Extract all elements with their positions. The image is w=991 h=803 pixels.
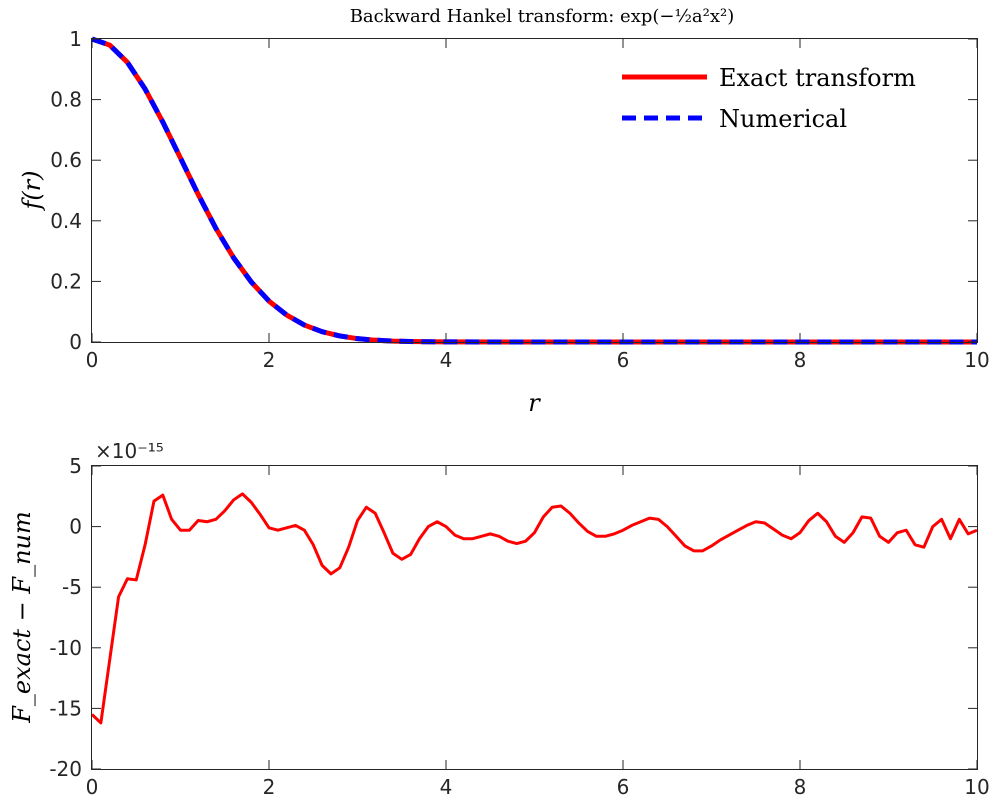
top-x-tick-label: 8 <box>794 348 807 372</box>
top-x-tick-label: 10 <box>964 348 989 372</box>
top-x-tick-label: 0 <box>86 348 99 372</box>
top-x-axis-label: r <box>528 389 541 417</box>
bottom-panel: ×10⁻¹⁵ 0 2 4 6 8 10 -20 -15 -10 -5 0 5 F_exact − F_… <box>8 439 990 799</box>
bottom-y-tick-label: 5 <box>69 454 82 478</box>
top-y-tick-label: 1 <box>69 27 82 51</box>
bottom-axes-box <box>91 465 978 770</box>
bottom-x-tick-label: 0 <box>86 775 99 799</box>
top-y-tick-label: 0.8 <box>50 88 82 112</box>
bottom-x-tick-label: 6 <box>617 775 630 799</box>
top-y-tick-label: 0 <box>69 330 82 354</box>
bottom-series-line-0 <box>90 492 978 725</box>
bottom-y-tick-label: -15 <box>49 696 82 720</box>
bottom-y-tick-label: -10 <box>49 636 82 660</box>
bottom-y-tick-label: 0 <box>69 515 82 539</box>
bottom-y-tick-label: -5 <box>62 575 82 599</box>
top-series-line-numerical <box>91 36 977 345</box>
top-y-axis-label: f(r) <box>18 170 46 211</box>
top-x-tick-label: 6 <box>617 348 630 372</box>
legend-background <box>600 55 962 141</box>
top-chart-title: Backward Hankel transform: exp(−½a²x²) <box>350 6 735 27</box>
bottom-x-tick-label: 8 <box>794 775 807 799</box>
bottom-x-tick-label: 10 <box>964 775 989 799</box>
top-x-tick-label: 4 <box>440 348 453 372</box>
bottom-x-tick-label: 4 <box>440 775 453 799</box>
bottom-series-group <box>90 492 978 725</box>
bottom-x-tick-label: 2 <box>263 775 276 799</box>
legend: Exact transform Numerical <box>600 55 962 141</box>
bottom-ticks-group: 0 2 4 6 8 10 -20 -15 -10 -5 0 5 <box>49 454 989 799</box>
bottom-y-axis-label: F_exact − F_num <box>8 511 36 723</box>
top-y-tick-label: 0.4 <box>50 209 82 233</box>
bottom-y-tick-label: -20 <box>49 757 82 781</box>
top-panel: Backward Hankel transform: exp(−½a²x²) 0… <box>18 6 990 417</box>
legend-label-exact: Exact transform <box>719 64 916 92</box>
top-ticks-group: 0 2 4 6 8 10 0 0.2 0.4 0.6 0.8 1 <box>50 27 990 372</box>
top-axes-box <box>91 38 978 343</box>
top-y-tick-label: 0.2 <box>50 269 82 293</box>
top-x-tick-label: 2 <box>263 348 276 372</box>
legend-label-numerical: Numerical <box>719 105 847 133</box>
bottom-exponent-label: ×10⁻¹⁵ <box>95 439 164 463</box>
top-y-tick-label: 0.6 <box>50 148 82 172</box>
